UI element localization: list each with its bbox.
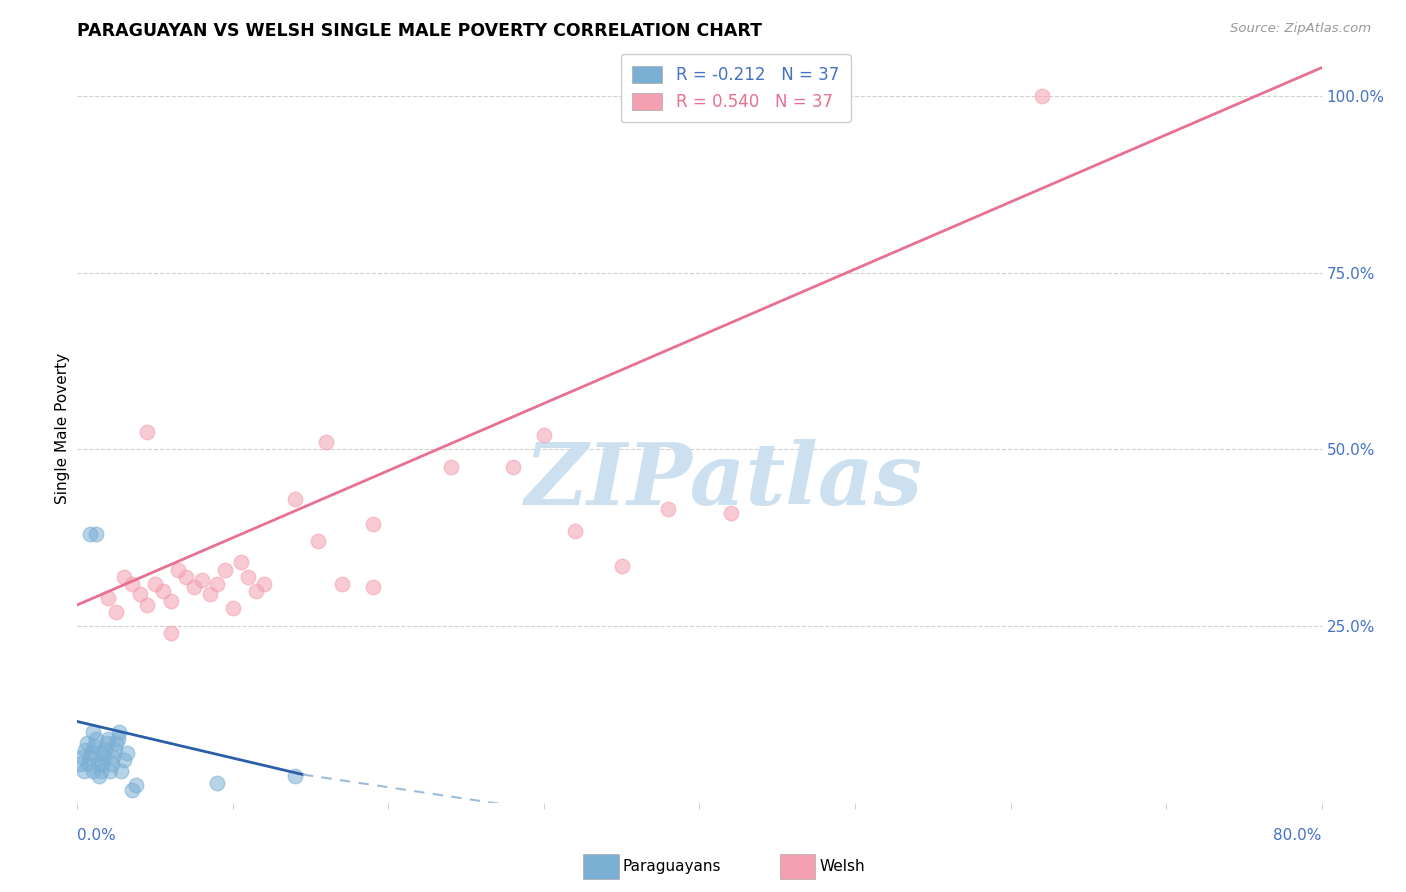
Y-axis label: Single Male Poverty: Single Male Poverty [55, 352, 70, 504]
Point [284, 769, 307, 783]
Point [96, 736, 118, 750]
Point [82, 764, 104, 778]
Point [245, 583, 267, 598]
Point [108, 725, 131, 739]
Point [104, 743, 127, 757]
Point [253, 576, 276, 591]
Point [229, 556, 252, 570]
Point [72, 764, 94, 778]
Point [87, 769, 110, 783]
Point [657, 502, 679, 516]
Point [222, 601, 245, 615]
Point [76, 736, 98, 750]
Point [440, 460, 463, 475]
Point [86, 756, 108, 771]
Point [98, 764, 121, 778]
Text: 80.0%: 80.0% [1274, 828, 1322, 843]
Point [79, 527, 101, 541]
Point [720, 506, 742, 520]
Point [112, 569, 135, 583]
Point [284, 491, 307, 506]
Point [90, 747, 112, 761]
Point [80, 747, 103, 761]
Text: PARAGUAYAN VS WELSH SINGLE MALE POVERTY CORRELATION CHART: PARAGUAYAN VS WELSH SINGLE MALE POVERTY … [77, 22, 762, 40]
Point [83, 739, 105, 754]
Point [207, 576, 229, 591]
Point [307, 534, 329, 549]
Point [69, 756, 91, 771]
Point [1031, 89, 1053, 103]
Point [207, 776, 229, 790]
Text: Paraguayans: Paraguayans [623, 859, 721, 873]
Point [502, 460, 524, 475]
Point [125, 778, 148, 792]
Point [110, 764, 132, 778]
Point [121, 576, 143, 591]
Point [238, 569, 260, 583]
Point [105, 736, 128, 750]
Point [70, 749, 93, 764]
Point [610, 559, 633, 574]
Point [361, 580, 384, 594]
Point [152, 583, 174, 598]
Point [97, 591, 120, 605]
Point [183, 580, 205, 594]
Point [115, 747, 138, 761]
Point [79, 749, 101, 764]
Text: Welsh: Welsh [820, 859, 865, 873]
Point [315, 435, 337, 450]
Point [107, 732, 129, 747]
Point [105, 605, 128, 619]
Point [84, 732, 107, 747]
Point [361, 516, 384, 531]
Legend: R = -0.212   N = 37, R = 0.540   N = 37: R = -0.212 N = 37, R = 0.540 N = 37 [620, 54, 851, 122]
Point [533, 428, 555, 442]
Point [90, 764, 112, 778]
Text: ZIPatlas: ZIPatlas [526, 439, 924, 523]
Text: 0.0%: 0.0% [77, 828, 117, 843]
Text: Source: ZipAtlas.com: Source: ZipAtlas.com [1230, 22, 1371, 36]
Point [100, 756, 122, 771]
Point [136, 425, 159, 439]
Point [82, 725, 104, 739]
Point [330, 576, 353, 591]
Point [191, 573, 214, 587]
Point [121, 783, 143, 797]
Point [91, 756, 114, 771]
Point [84, 527, 107, 541]
Point [128, 587, 150, 601]
Point [97, 732, 120, 747]
Point [159, 626, 181, 640]
Point [77, 756, 100, 771]
Point [174, 569, 197, 583]
Point [101, 749, 124, 764]
Point [159, 594, 181, 608]
Point [167, 562, 190, 576]
Point [143, 576, 166, 591]
Point [214, 562, 236, 576]
Point [93, 749, 115, 764]
Point [136, 598, 159, 612]
Point [75, 743, 97, 757]
Point [94, 743, 117, 757]
Point [112, 753, 135, 767]
Point [198, 587, 221, 601]
Point [564, 524, 586, 538]
